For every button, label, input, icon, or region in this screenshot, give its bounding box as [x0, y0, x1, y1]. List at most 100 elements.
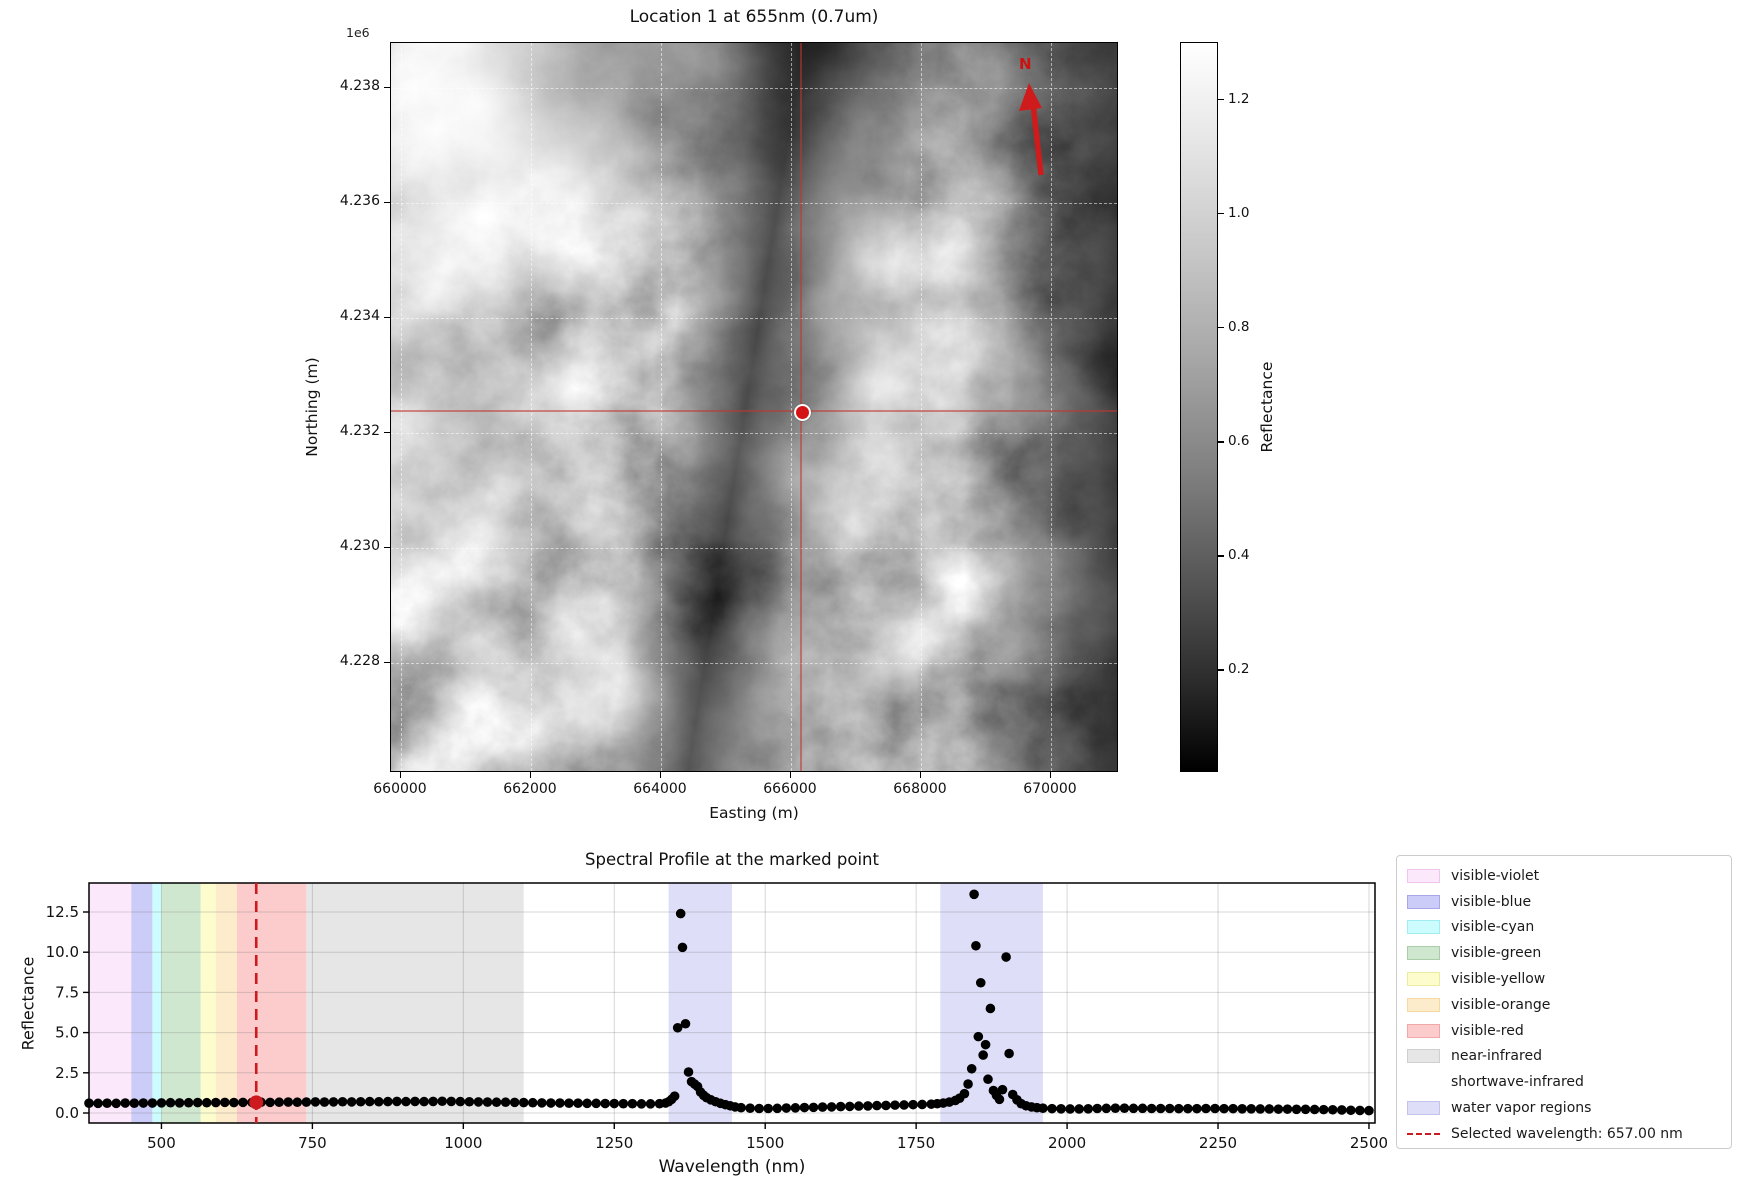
spectrum-point [1004, 1048, 1014, 1059]
legend-item-label: visible-cyan [1451, 919, 1535, 936]
legend-empty-swatch [1407, 1075, 1440, 1089]
spectrum-point [985, 1003, 996, 1014]
spectrum-point [872, 1100, 882, 1111]
spectrum-point [636, 1099, 647, 1109]
legend-item-visible-blue: visible-blue [1407, 889, 1721, 915]
spectrum-point [265, 1097, 275, 1108]
spectrum-point [754, 1103, 764, 1114]
legend-color-swatch [1407, 1023, 1440, 1038]
band-near-infrared [306, 883, 524, 1123]
spectrum-point [763, 1103, 774, 1114]
crosshair-horizontal-line [391, 410, 1117, 412]
map-y-tick-label: 4.232 [339, 423, 380, 439]
spectrum-point [609, 1098, 620, 1109]
spectrum-point [966, 1063, 977, 1074]
spectrum-point [826, 1102, 837, 1112]
legend-color-swatch [1407, 868, 1440, 883]
colorbar-tick-mark [1218, 555, 1224, 557]
spectrum-point [1228, 1103, 1238, 1114]
map-y-tick-label: 4.234 [339, 308, 380, 324]
map-y-tick-label: 4.228 [339, 653, 380, 669]
spectrum-point [410, 1096, 420, 1107]
colorbar-tick-mark [1218, 99, 1224, 101]
spectrum-point [669, 1091, 680, 1101]
spectrum-point [156, 1098, 167, 1108]
map-title: Location 1 at 655nm (0.7um) [629, 7, 879, 27]
legend-item-visible-cyan: visible-cyan [1407, 915, 1721, 941]
spectrum-point [283, 1097, 294, 1107]
spectrum-point [1264, 1104, 1275, 1114]
map-x-tick-label: 664000 [633, 781, 687, 797]
spectrum-point [1346, 1105, 1356, 1116]
legend-item-visible-violet: visible-violet [1407, 863, 1721, 889]
legend-color-swatch [1407, 997, 1440, 1012]
spectrum-point [917, 1099, 927, 1110]
map-gridline-horizontal [391, 318, 1117, 319]
spectrum-point [301, 1097, 312, 1107]
spectrum-point [701, 1092, 712, 1103]
spectrum-point [238, 1097, 248, 1108]
legend-item-visible-orange: visible-orange [1407, 992, 1721, 1018]
map-y-tick-label: 4.236 [339, 193, 380, 209]
spectrum-point [1007, 1089, 1018, 1100]
spectrum-point [725, 1100, 735, 1111]
spectrum-point [950, 1095, 961, 1106]
spectrum-point [1300, 1104, 1311, 1115]
spectrum-point [500, 1097, 511, 1108]
legend-item-label: visible-orange [1451, 996, 1551, 1013]
spectrum-point [835, 1101, 846, 1112]
spectrum-point [419, 1096, 429, 1107]
spectrum-point [328, 1097, 339, 1107]
map-y-tick-mark [384, 432, 390, 434]
map-x-tick-label: 668000 [893, 781, 947, 797]
colorbar-tick-mark [1218, 441, 1224, 443]
legend-item-label: shortwave-infrared [1451, 1074, 1584, 1091]
spectrum-point [455, 1096, 466, 1107]
selected-wavelength-point [249, 1095, 264, 1110]
band-water-vapor-region [668, 883, 732, 1123]
map-y-tick-mark [384, 547, 390, 549]
spectrum-point [1016, 1098, 1026, 1109]
spectral-ylabel: Reflectance [18, 956, 38, 1051]
spectrum-point [1327, 1104, 1338, 1115]
spectrum-point [1219, 1103, 1229, 1114]
spectrum-point [1291, 1104, 1302, 1115]
colorbar-tick-label: 1.2 [1228, 91, 1250, 108]
spectrum-point [220, 1097, 230, 1108]
spectrum-point [509, 1097, 520, 1108]
spectrum-point [944, 1097, 955, 1107]
spectrum-point [683, 1067, 694, 1077]
spectrum-point [1273, 1104, 1284, 1114]
spectrum-point [654, 1098, 665, 1109]
map-x-tick-mark [1050, 772, 1052, 778]
spectrum-point [165, 1097, 176, 1108]
spectrum-point [591, 1098, 601, 1109]
spectrum-point [1092, 1103, 1103, 1114]
spectral-axes-frame [88, 882, 1376, 1124]
legend-item-label: visible-violet [1451, 867, 1540, 884]
spectrum-point [437, 1096, 447, 1107]
spectrum-point [337, 1096, 348, 1107]
spectral-x-tick-label: 1750 [897, 1134, 935, 1152]
spectrum-point [292, 1097, 303, 1108]
spectrum-point [527, 1097, 538, 1108]
spectrum-point [1119, 1103, 1130, 1113]
spectral-y-tick-label: 2.5 [55, 1064, 79, 1082]
spectrum-point [1110, 1103, 1121, 1113]
map-gridline-vertical [791, 43, 792, 771]
spectrum-point [201, 1097, 212, 1108]
spectrum-point [736, 1102, 746, 1113]
spectrum-point [715, 1098, 726, 1109]
spectral-x-tick-label: 1000 [444, 1134, 482, 1152]
spectrum-point [256, 1097, 266, 1108]
spectrum-point [491, 1097, 502, 1108]
spectrum-point [1355, 1105, 1365, 1116]
colorbar-tick-label: 0.6 [1228, 433, 1250, 450]
spectrum-point [210, 1097, 221, 1108]
band-visible-cyan [152, 883, 162, 1123]
spectrum-point [1012, 1095, 1022, 1105]
colorbar-tick-label: 1.0 [1228, 205, 1250, 222]
spectrum-point [959, 1088, 970, 1099]
colorbar-label: Reflectance [1258, 361, 1276, 453]
spectral-y-tick-label: 0.0 [55, 1104, 79, 1122]
